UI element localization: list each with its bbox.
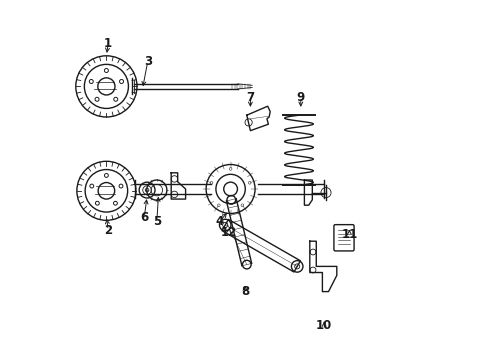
Text: 9: 9: [296, 91, 305, 104]
Text: 2: 2: [104, 224, 112, 237]
Text: 12: 12: [220, 226, 237, 239]
Text: 5: 5: [153, 215, 161, 228]
Text: 11: 11: [341, 228, 358, 240]
Text: 3: 3: [144, 55, 152, 68]
Text: 1: 1: [104, 37, 112, 50]
Text: 7: 7: [246, 91, 254, 104]
Text: 10: 10: [316, 319, 332, 332]
Text: 4: 4: [216, 215, 224, 228]
Text: 8: 8: [241, 285, 249, 298]
Text: 6: 6: [140, 211, 148, 224]
